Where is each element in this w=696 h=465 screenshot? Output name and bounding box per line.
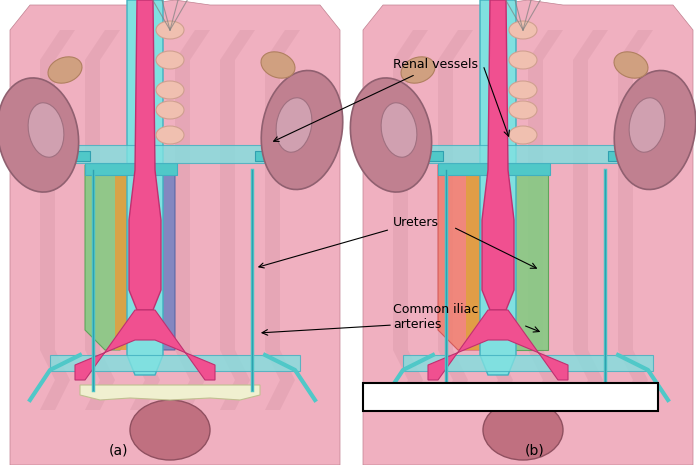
Ellipse shape bbox=[350, 78, 432, 192]
Ellipse shape bbox=[156, 81, 184, 99]
Text: (a): (a) bbox=[109, 443, 128, 457]
Polygon shape bbox=[503, 165, 548, 350]
Ellipse shape bbox=[156, 101, 184, 119]
Polygon shape bbox=[393, 30, 428, 410]
Ellipse shape bbox=[509, 126, 537, 144]
Polygon shape bbox=[130, 30, 165, 410]
Polygon shape bbox=[363, 0, 693, 465]
Text: Renal vessels: Renal vessels bbox=[274, 59, 478, 141]
Ellipse shape bbox=[156, 51, 184, 69]
Ellipse shape bbox=[614, 52, 648, 78]
Ellipse shape bbox=[509, 51, 537, 69]
Polygon shape bbox=[85, 163, 177, 175]
Ellipse shape bbox=[629, 98, 665, 152]
Polygon shape bbox=[573, 30, 608, 410]
Polygon shape bbox=[618, 30, 653, 410]
Text: Common iliac
arteries: Common iliac arteries bbox=[393, 303, 478, 331]
Polygon shape bbox=[130, 165, 145, 350]
Polygon shape bbox=[438, 30, 473, 410]
Ellipse shape bbox=[130, 400, 210, 460]
Polygon shape bbox=[80, 385, 260, 400]
Bar bbox=[363, 383, 658, 411]
Polygon shape bbox=[483, 30, 518, 410]
Polygon shape bbox=[150, 165, 175, 350]
Polygon shape bbox=[265, 30, 300, 410]
Polygon shape bbox=[10, 0, 340, 465]
Polygon shape bbox=[480, 0, 516, 375]
Polygon shape bbox=[466, 165, 481, 350]
Ellipse shape bbox=[156, 21, 184, 39]
Polygon shape bbox=[528, 30, 563, 410]
Polygon shape bbox=[220, 30, 255, 410]
Bar bbox=[428, 145, 628, 163]
Ellipse shape bbox=[276, 98, 312, 152]
Ellipse shape bbox=[509, 101, 537, 119]
Ellipse shape bbox=[615, 71, 696, 190]
Polygon shape bbox=[428, 310, 568, 380]
Polygon shape bbox=[438, 163, 550, 175]
Polygon shape bbox=[40, 30, 75, 410]
Ellipse shape bbox=[156, 126, 184, 144]
Ellipse shape bbox=[0, 78, 79, 192]
Text: Ureters: Ureters bbox=[259, 215, 439, 268]
Polygon shape bbox=[482, 0, 514, 310]
Bar bbox=[408, 151, 443, 161]
Polygon shape bbox=[129, 0, 161, 310]
Ellipse shape bbox=[401, 57, 435, 83]
Polygon shape bbox=[175, 30, 210, 410]
Polygon shape bbox=[433, 385, 613, 400]
Ellipse shape bbox=[48, 57, 82, 83]
Bar bbox=[75, 145, 275, 163]
Ellipse shape bbox=[261, 52, 295, 78]
Bar bbox=[608, 151, 643, 161]
Ellipse shape bbox=[483, 400, 563, 460]
Text: (b): (b) bbox=[525, 443, 545, 457]
Polygon shape bbox=[127, 0, 163, 375]
Bar bbox=[255, 151, 290, 161]
Polygon shape bbox=[438, 165, 503, 350]
Ellipse shape bbox=[381, 103, 417, 157]
Polygon shape bbox=[85, 165, 135, 350]
Bar bbox=[55, 151, 90, 161]
Bar bbox=[403, 355, 653, 371]
Polygon shape bbox=[85, 30, 120, 410]
Ellipse shape bbox=[509, 81, 537, 99]
Bar bbox=[50, 355, 300, 371]
Ellipse shape bbox=[509, 21, 537, 39]
Polygon shape bbox=[75, 310, 215, 380]
Ellipse shape bbox=[28, 103, 64, 157]
Bar bbox=[344, 0, 356, 465]
Ellipse shape bbox=[261, 71, 342, 190]
Polygon shape bbox=[115, 165, 135, 350]
